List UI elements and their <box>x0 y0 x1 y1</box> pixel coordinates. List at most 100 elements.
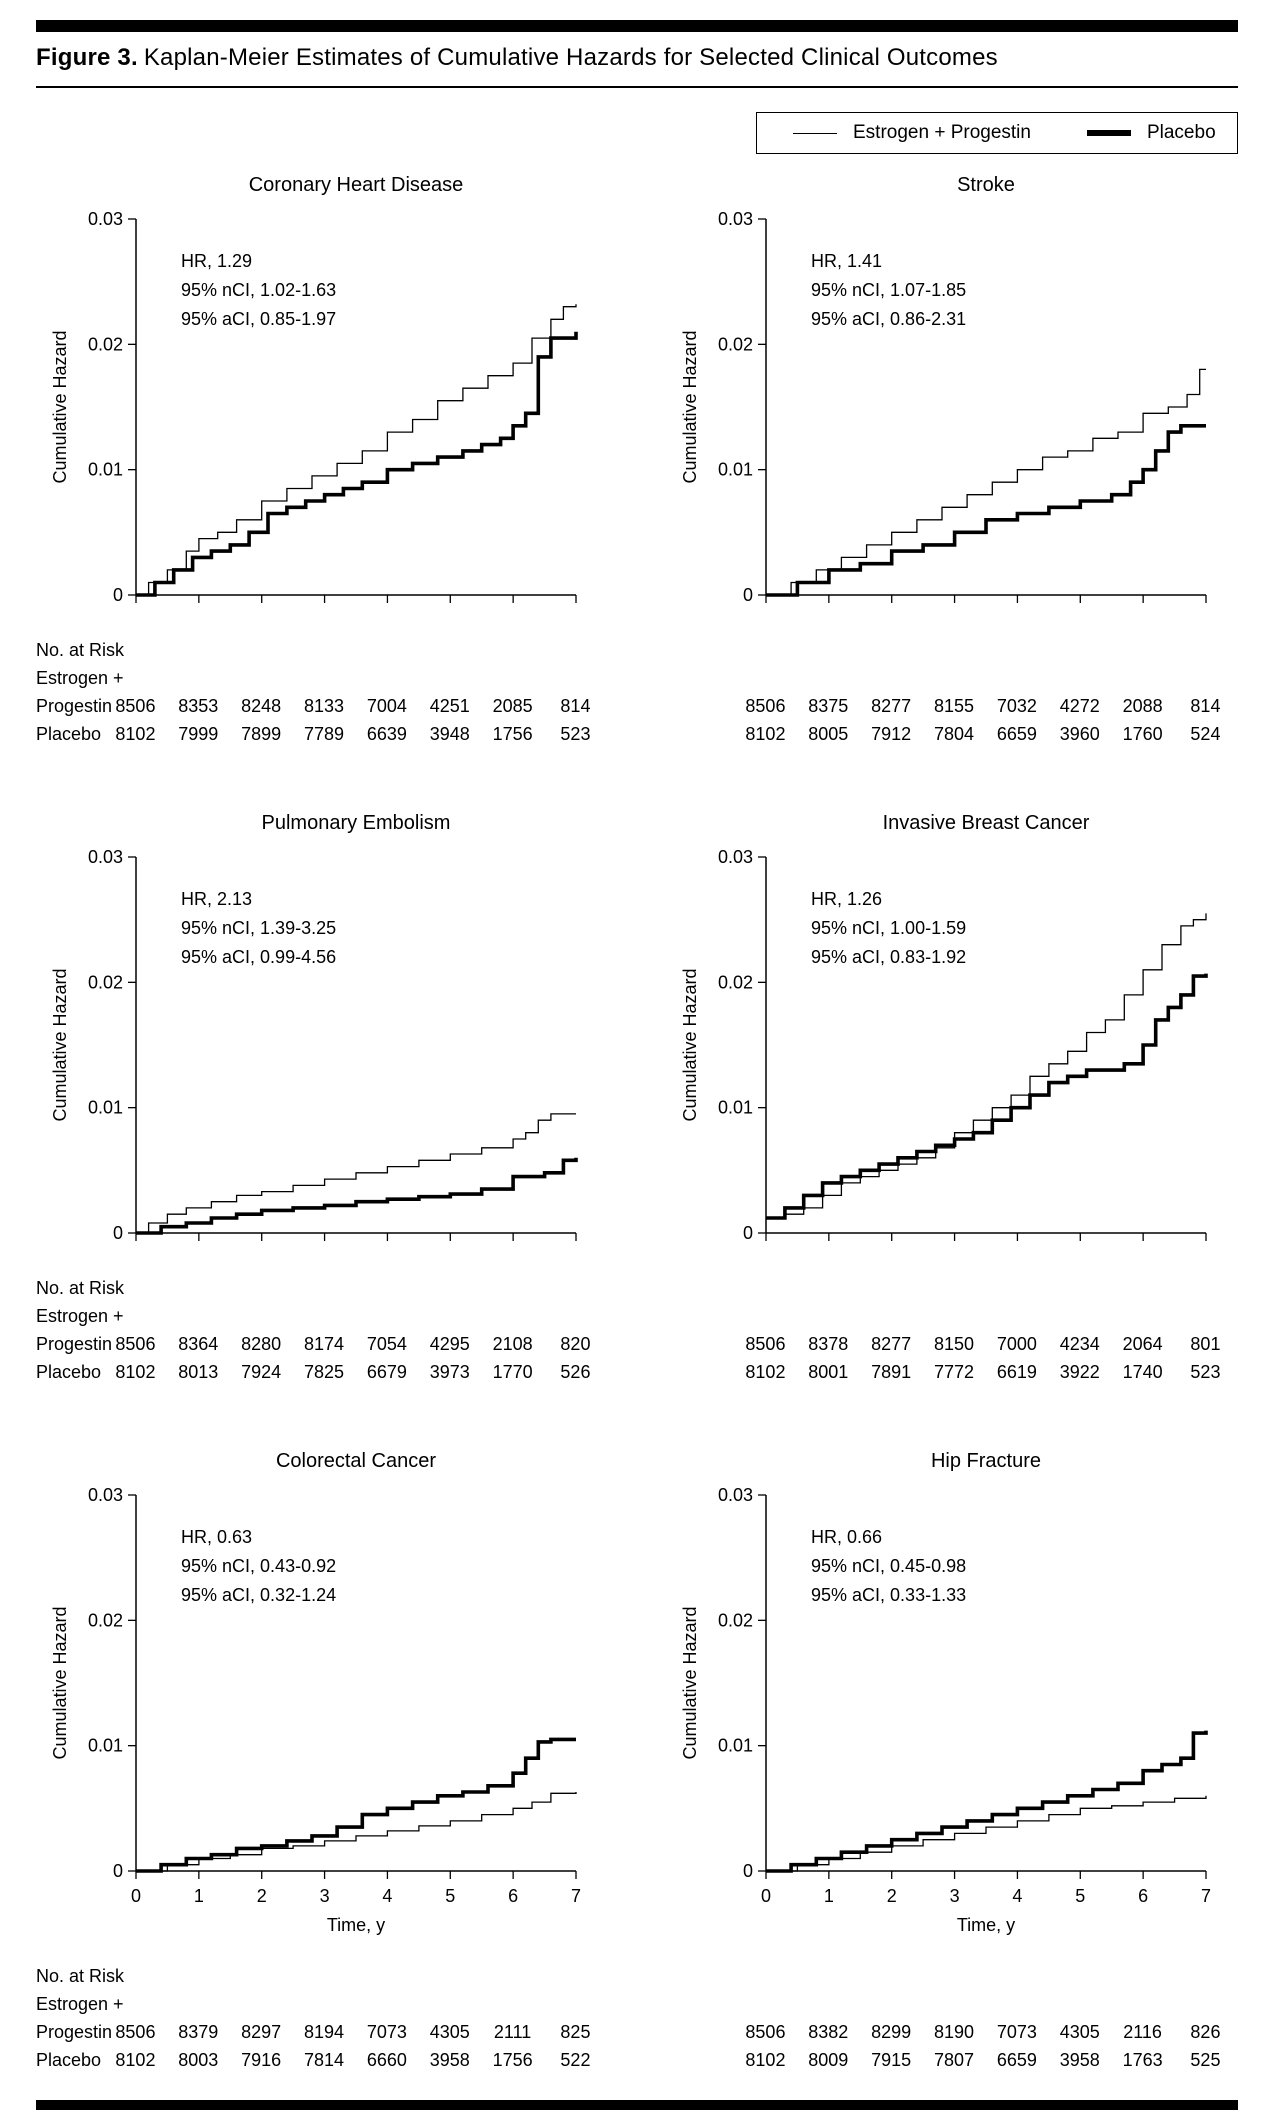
risk-count: 7924 <box>241 1362 282 1382</box>
risk-row-estrogen-progestin: Progestin 8506 8353 8248 8133 7004 4251 2085 81… <box>36 692 608 720</box>
risk-count: 8194 <box>303 2022 345 2042</box>
y-tick-label: 0 <box>743 1223 753 1243</box>
risk-count: 7054 <box>366 1334 407 1354</box>
risk-table-header: No. at Risk <box>36 1278 125 1298</box>
risk-row-label-spacer <box>666 1302 1238 1330</box>
panel-hip-fracture: Hip Fracture 0.03 0.02 0.01 0 0 1 2 3 4 5 6 7 Time, … <box>666 1450 1238 2074</box>
risk-row-estrogen-progestin: 8506 8375 8277 8155 7032 4272 2088 814 <box>666 692 1238 720</box>
risk-row-label: Progestin <box>36 2022 113 2042</box>
x-tick-label: 0 <box>131 1886 141 1906</box>
y-axis-title: Cumulative Hazard <box>50 1606 70 1759</box>
risk-count: 8506 <box>115 696 156 716</box>
risk-count: 1760 <box>1122 724 1163 744</box>
risk-row-label: Progestin <box>36 1334 113 1354</box>
no-at-risk-table: 8506 8382 8299 8190 7073 4305 2116 826 8102 8009… <box>666 1962 1238 2074</box>
y-axis-title: Cumulative Hazard <box>680 330 700 483</box>
risk-count: 2064 <box>1122 1334 1163 1354</box>
risk-count: 7000 <box>996 1334 1037 1354</box>
risk-row-label <box>666 1358 734 1386</box>
panel-title: Colorectal Cancer <box>275 1450 437 1472</box>
km-plot: 0.03 0.02 0.01 0 Cumulative Hazard <box>50 847 578 1243</box>
risk-count: 7032 <box>996 696 1037 716</box>
km-plot: 0.03 0.02 0.01 0 Cumulative Hazard <box>50 209 578 605</box>
plot-area: 0.03 0.02 0.01 0 Cumulative Hazard HR, 1.26 … <box>666 839 1238 1252</box>
risk-table-header-spacer <box>666 1962 1238 1990</box>
risk-row-placebo: 8102 8009 7915 7807 6659 3958 1763 525 <box>666 2046 1238 2074</box>
risk-count: 820 <box>560 1334 591 1354</box>
y-tick-label: 0.03 <box>718 209 753 229</box>
x-axis-title: Time, y <box>327 1915 385 1935</box>
hr-line: HR, 1.29 <box>181 251 253 271</box>
risk-count: 7807 <box>933 2050 975 2070</box>
series-line-placebo <box>136 331 578 597</box>
hr-line: HR, 1.26 <box>811 889 883 909</box>
risk-count: 7899 <box>241 724 282 744</box>
figure-title-text: Kaplan-Meier Estimates of Cumulative Haz… <box>143 44 998 71</box>
hazard-ratio-annotation: HR, 1.29 95% nCI, 1.02-1.63 95% aCI, 0.8… <box>181 247 336 334</box>
top-rule-bar <box>36 20 1238 32</box>
risk-count: 8003 <box>178 2050 219 2070</box>
legend-row: Estrogen + Progestin Placebo <box>36 112 1238 154</box>
risk-row-placebo: Placebo 8102 7999 7899 7789 6639 3948 1756 523 <box>36 720 608 748</box>
risk-count: 8382 <box>808 2022 849 2042</box>
risk-count: 8190 <box>933 2022 975 2042</box>
risk-count: 8353 <box>178 696 219 716</box>
risk-count: 8378 <box>808 1334 849 1354</box>
risk-count: 2108 <box>492 1334 533 1354</box>
y-tick-label: 0.03 <box>88 209 123 229</box>
x-tick-label: 3 <box>950 1886 960 1906</box>
risk-count: 3922 <box>1059 1362 1100 1382</box>
x-tick-label: 2 <box>887 1886 897 1906</box>
risk-count: 8174 <box>303 1334 345 1354</box>
risk-count: 8009 <box>808 2050 849 2070</box>
y-axis-title: Cumulative Hazard <box>680 968 700 1121</box>
panel-invasive-breast-cancer: Invasive Breast Cancer 0.03 0.02 0.01 0 Cumu… <box>666 812 1238 1386</box>
hazard-ratio-annotation: HR, 0.63 95% nCI, 0.43-0.92 95% aCI, 0.3… <box>181 1523 336 1610</box>
risk-row-label-spacer <box>666 1990 1238 2018</box>
risk-count: 8506 <box>115 1334 156 1354</box>
hr-line: HR, 1.41 <box>811 251 883 271</box>
x-tick-label: 6 <box>1138 1886 1148 1906</box>
legend-item-placebo: Placebo <box>1086 122 1216 144</box>
hazard-ratio-annotation: HR, 0.66 95% nCI, 0.45-0.98 95% aCI, 0.3… <box>811 1523 966 1610</box>
y-tick-label: 0 <box>743 1861 753 1881</box>
risk-count: 4295 <box>429 1334 470 1354</box>
risk-count: 524 <box>1190 724 1221 744</box>
risk-count: 8248 <box>241 696 282 716</box>
x-tick-label: 4 <box>382 1886 392 1906</box>
risk-count: 6659 <box>996 724 1037 744</box>
risk-count: 2085 <box>492 696 533 716</box>
risk-count: 8102 <box>745 2050 786 2070</box>
risk-count: 4272 <box>1059 696 1100 716</box>
y-axis-title: Cumulative Hazard <box>680 1606 700 1759</box>
no-at-risk-table: No. at Risk Estrogen + Progestin 8506 836… <box>36 1274 608 1386</box>
risk-count: 8277 <box>871 696 912 716</box>
risk-count: 7825 <box>303 1362 345 1382</box>
risk-count: 523 <box>560 724 591 744</box>
y-tick-label: 0 <box>743 585 753 605</box>
thick-line-sample <box>1086 130 1131 136</box>
risk-table-header: No. at Risk <box>36 640 125 660</box>
risk-count: 7891 <box>871 1362 912 1382</box>
panel-title: Invasive Breast Cancer <box>882 812 1090 834</box>
hazard-ratio-annotation: HR, 2.13 95% nCI, 1.39-3.25 95% aCI, 0.9… <box>181 885 336 972</box>
y-tick-label: 0 <box>113 585 123 605</box>
risk-count: 8506 <box>745 2022 786 2042</box>
risk-count: 1756 <box>492 2050 533 2070</box>
risk-count: 522 <box>560 2050 591 2070</box>
legend-label: Estrogen + Progestin <box>853 122 1031 143</box>
hr-line: HR, 0.66 <box>811 1527 883 1547</box>
y-tick-label: 0.02 <box>718 334 753 354</box>
risk-count: 2116 <box>1123 2022 1162 2042</box>
risk-row-label: Progestin <box>36 696 113 716</box>
x-tick-label: 3 <box>320 1886 330 1906</box>
y-tick-label: 0.02 <box>88 972 123 992</box>
risk-count: 3948 <box>429 724 470 744</box>
panel-stroke: Stroke 0.03 0.02 0.01 0 Cumulative Hazard HR… <box>666 174 1238 748</box>
risk-count: 8506 <box>745 696 786 716</box>
risk-count: 8005 <box>808 724 849 744</box>
y-tick-label: 0.01 <box>718 460 753 480</box>
series-line-placebo <box>766 973 1208 1220</box>
risk-count: 826 <box>1190 2022 1221 2042</box>
